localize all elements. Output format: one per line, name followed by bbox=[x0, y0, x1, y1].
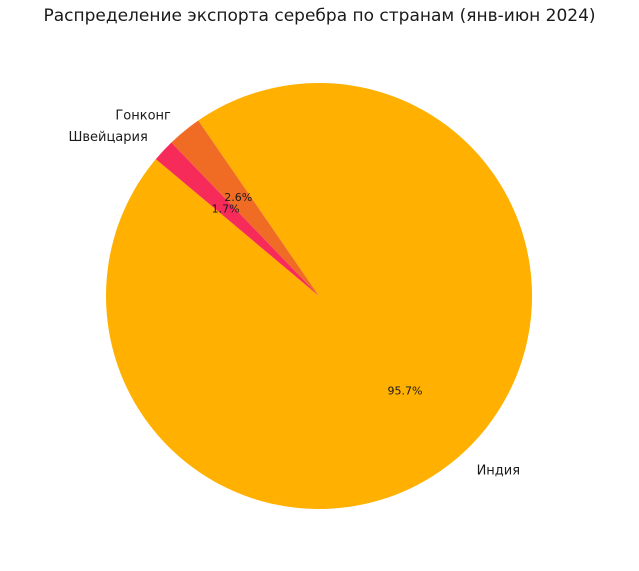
pie-slice-0 bbox=[106, 82, 533, 509]
pie-pct-label-0: 95.7% bbox=[387, 385, 422, 398]
pie-category-label-2: Швейцария bbox=[68, 130, 147, 145]
pie-pct-label-1: 2.6% bbox=[224, 191, 252, 204]
pie-category-label-1: Гонконг bbox=[115, 108, 171, 123]
pie-labels: 95.7% Индия 2.6% Гонконг 1.7% Швейцария bbox=[68, 108, 520, 478]
pie-slices bbox=[106, 82, 533, 509]
chart-title: Распределение экспорта серебра по страна… bbox=[43, 6, 596, 26]
pie-slice-1 bbox=[171, 120, 319, 296]
pie-slice-2 bbox=[155, 142, 319, 296]
pie-category-label-0: Индия bbox=[477, 463, 520, 478]
pie-pct-label-2: 1.7% bbox=[212, 203, 240, 216]
